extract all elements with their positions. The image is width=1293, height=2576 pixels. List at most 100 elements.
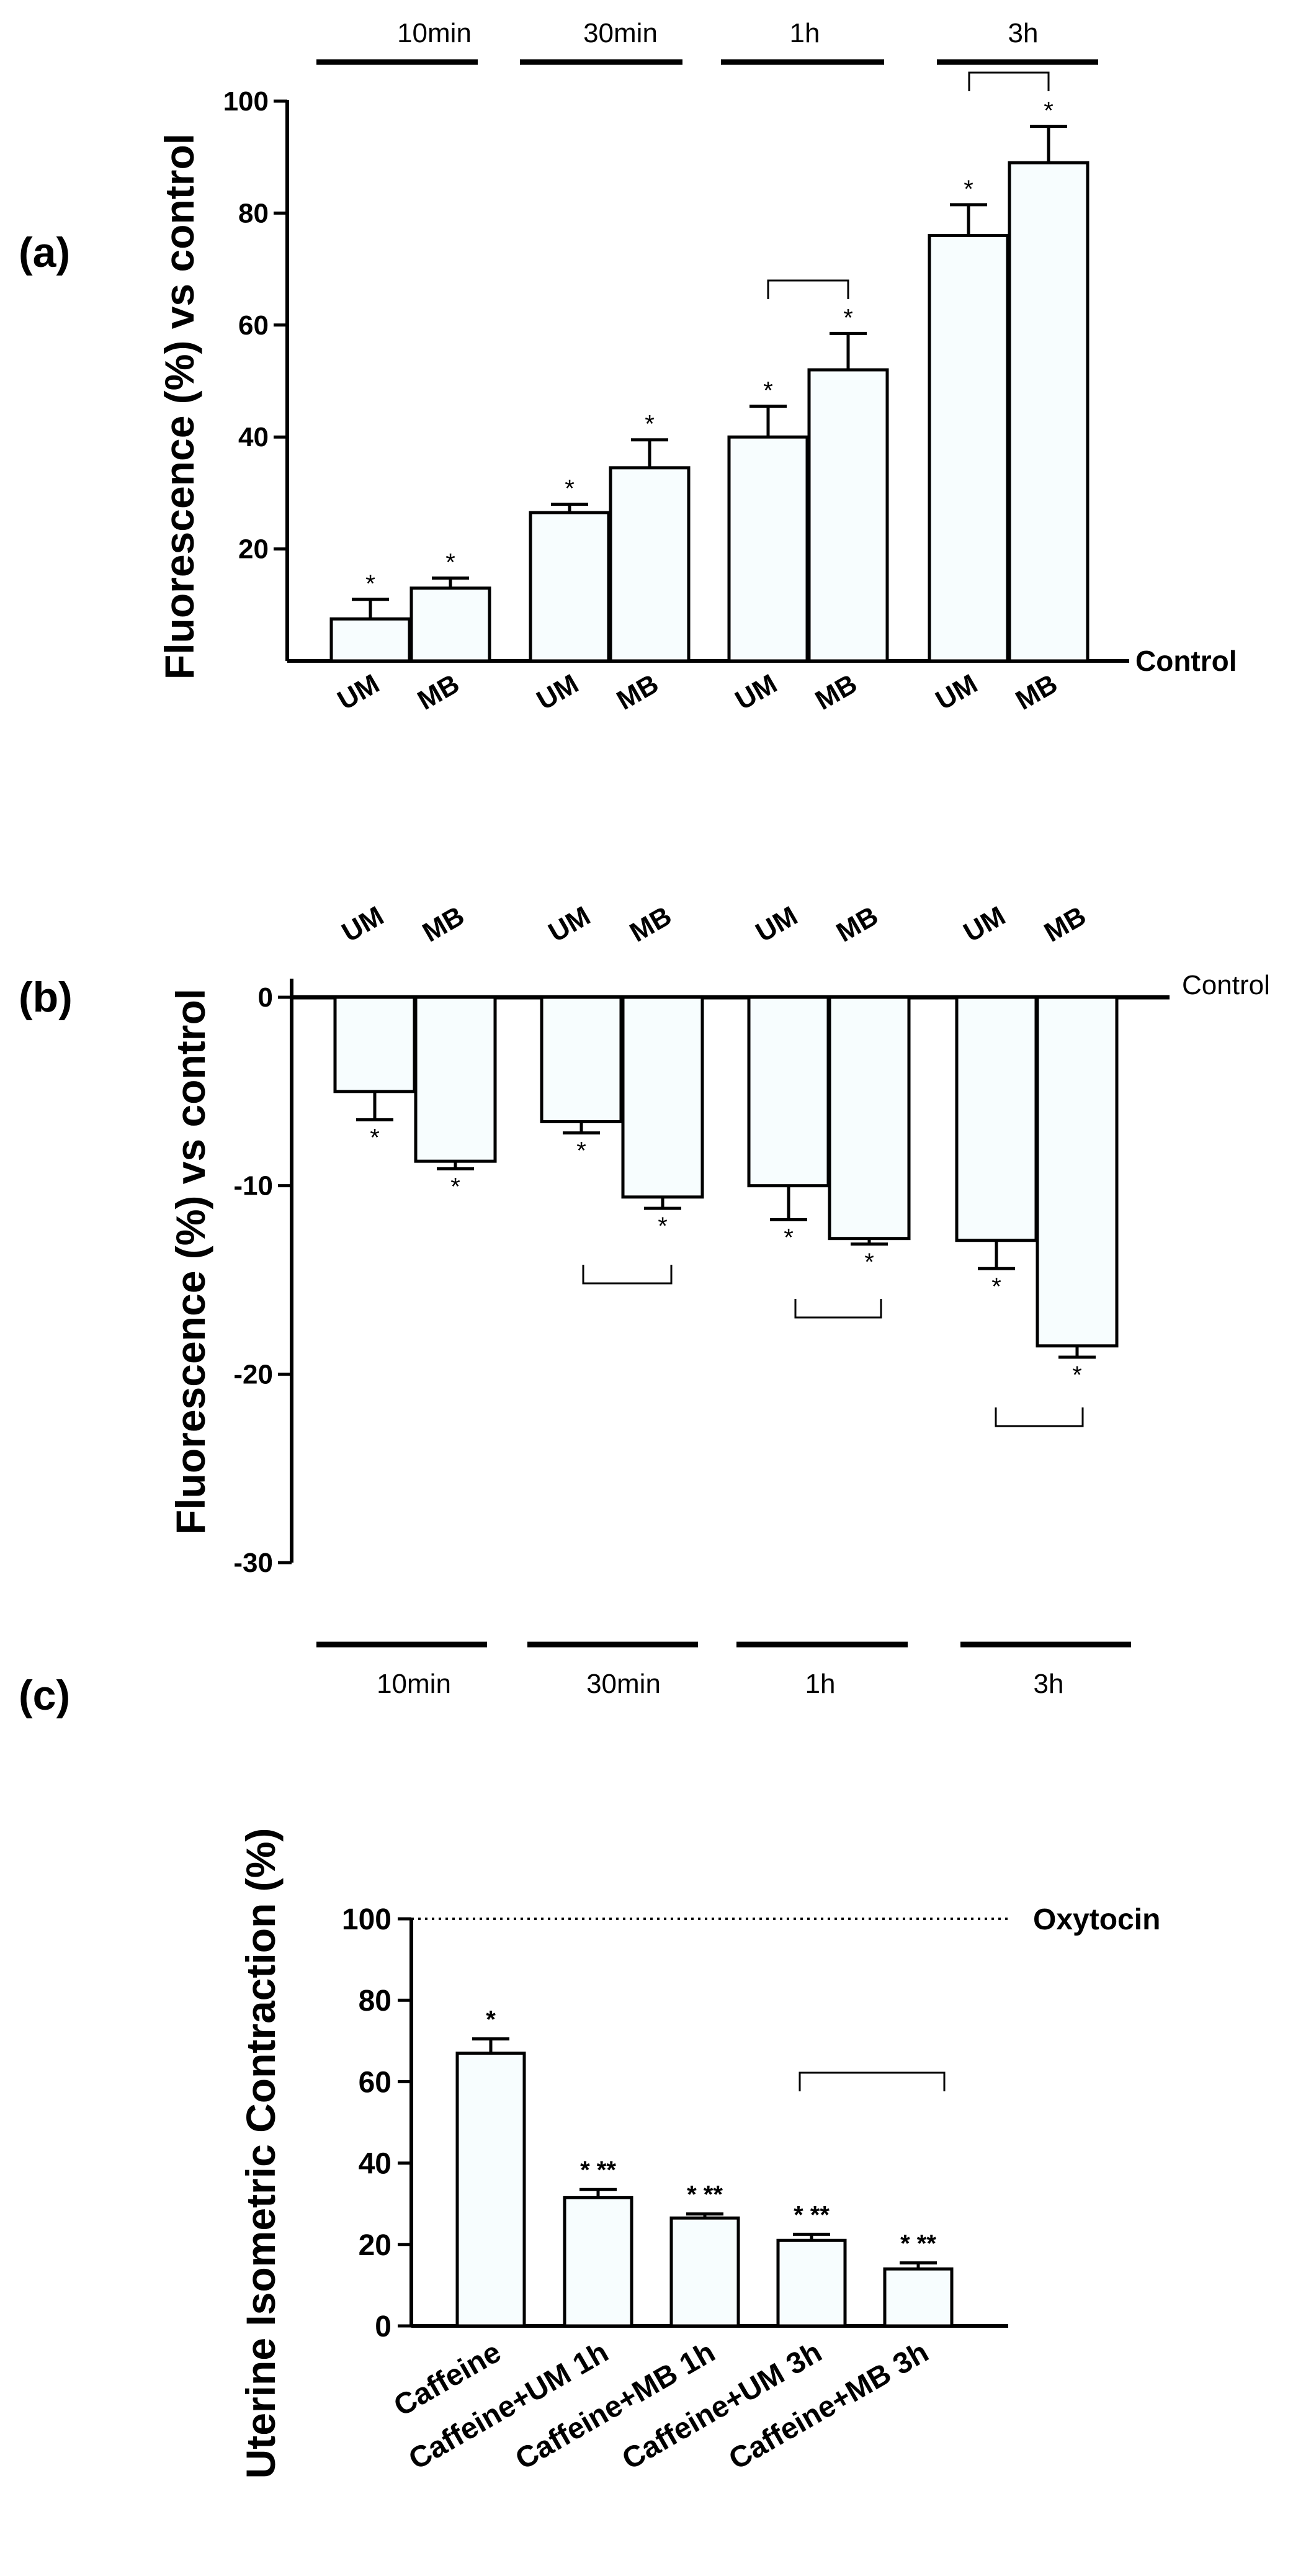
bar-b-1h-mb (828, 995, 911, 1241)
bar-a-1h-mb (807, 368, 889, 663)
panel-b-label: (b) (19, 974, 73, 1021)
sig-a-1h-mb: * (843, 304, 853, 331)
group-label-b-3h: 3h (1034, 1669, 1064, 1699)
x-label-b-3h-um: UM (959, 900, 1011, 948)
panel-a-y-tick-label: 100 (223, 86, 269, 117)
sig-a-1h-um: * (763, 377, 773, 405)
sig-b-3h-mb: * (1072, 1362, 1082, 1389)
panel-b-plot: 0 -10 -20 -30 Control * UM * MB * UM * MB * UM * MB * UM * M… (233, 900, 1269, 1699)
bar-a-10min-um (329, 617, 411, 663)
panel-c-y-tick-label: 40 (359, 2148, 391, 2181)
bar-a-30min-um (529, 511, 611, 663)
panel-c-y-tick-label: 80 (359, 1985, 391, 2017)
sig-b-10min-mb: * (450, 1173, 460, 1200)
panel-a-y-tick-label: 20 (238, 534, 269, 565)
sig-a-3h-um: * (964, 176, 973, 203)
panel-c-ylabel: Uterine Isometric Contraction (%) (238, 1828, 284, 2479)
panel-b-control-label: Control (1182, 970, 1270, 1000)
bar-b-3h-mb (1036, 995, 1119, 1348)
sig-b-10min-um: * (370, 1124, 380, 1151)
panel-c-y-tick-label: 20 (359, 2229, 391, 2262)
panel-b: (b) Fluorescence (%) vs control 0 -10 -20 -… (19, 900, 1270, 1699)
group-label-a-30min: 30min (583, 18, 658, 48)
bar-a-10min-mb (409, 586, 491, 663)
x-label-b-1h-um: UM (751, 900, 803, 948)
panel-b-ylabel: Fluorescence (%) vs control (168, 989, 213, 1535)
bracket-a-3h (968, 71, 1050, 91)
sig-a-30min-um: * (565, 475, 575, 502)
panel-c-label: (c) (19, 1672, 70, 1719)
sig-b-1h-um: * (784, 1224, 794, 1251)
bar-c-caffeine-um-3h (776, 2238, 847, 2328)
sig-c-caffeine: * (486, 2006, 496, 2034)
x-label-b-1h-mb: MB (831, 900, 884, 948)
sig-b-30min-um: * (576, 1138, 586, 1165)
sig-a-10min-mb: * (445, 549, 455, 577)
bracket-c-um3h-mb3h (799, 2071, 946, 2091)
bar-a-3h-um (928, 233, 1009, 663)
x-label-a-30min-um: UM (532, 668, 584, 716)
bar-a-3h-mb (1008, 161, 1089, 663)
bracket-b-3h (995, 1407, 1084, 1427)
sig-c-caffeine-mb-3h: * ** (900, 2230, 936, 2257)
sig-a-10min-um: * (365, 570, 375, 598)
panel-b-y-tick-label: -10 (233, 1171, 273, 1201)
sig-b-1h-mb: * (864, 1249, 874, 1276)
panel-b-y-tick-label: -30 (233, 1548, 273, 1578)
bar-b-10min-mb (414, 995, 497, 1163)
group-label-b-1h: 1h (805, 1669, 836, 1699)
x-label-c-caffeine-mb-3h: Caffeine+MB 3h (723, 2336, 934, 2477)
bar-c-caffeine-mb-3h (883, 2267, 954, 2328)
group-label-b-10min: 10min (377, 1669, 451, 1699)
sig-c-caffeine-um-1h: * ** (580, 2156, 616, 2184)
panel-c-y-tick-label: 100 (342, 1903, 391, 1936)
x-label-a-10min-um: UM (333, 668, 385, 716)
x-label-a-1h-mb: MB (810, 668, 862, 716)
panel-a-y-tick-label: 60 (238, 310, 269, 341)
x-label-a-3h-um: UM (931, 668, 983, 716)
bar-c-caffeine-mb-1h (669, 2216, 740, 2328)
panel-a-ylabel: Fluorescence (%) vs control (156, 133, 202, 680)
sig-b-30min-mb: * (658, 1213, 668, 1240)
x-label-a-30min-mb: MB (612, 668, 664, 716)
panel-a-y-tick-label: 40 (238, 422, 269, 452)
bar-c-caffeine (455, 2051, 526, 2328)
bar-b-1h-um (747, 995, 830, 1188)
x-label-a-3h-mb: MB (1011, 668, 1063, 716)
bar-b-30min-mb (621, 995, 704, 1199)
group-label-a-1h: 1h (790, 18, 820, 48)
x-label-b-10min-mb: MB (418, 900, 470, 948)
oxytocin-label: Oxytocin (1033, 1903, 1160, 1936)
bar-c-caffeine-um-1h (563, 2196, 633, 2328)
panel-a-control-label: Control (1135, 645, 1237, 677)
panel-a-plot: 20 40 60 80 100 Control * UM * MB * UM * MB * UM * MB * UM *… (223, 18, 1237, 716)
x-label-a-10min-mb: MB (413, 668, 465, 716)
sig-c-caffeine-um-3h: * ** (794, 2201, 830, 2228)
bar-b-10min-um (333, 995, 416, 1093)
panel-b-y-tick-label: 0 (258, 982, 273, 1013)
bar-b-3h-um (955, 995, 1038, 1242)
sig-a-30min-mb: * (645, 411, 655, 438)
sig-a-3h-mb: * (1044, 97, 1054, 125)
panel-c-y-tick-label: 60 (359, 2066, 391, 2099)
panel-b-y-tick-label: -20 (233, 1359, 273, 1389)
group-label-a-3h: 3h (1008, 18, 1039, 48)
bar-b-30min-um (540, 995, 623, 1123)
panel-a-label: (a) (19, 229, 70, 276)
bar-a-30min-mb (609, 466, 691, 663)
sig-b-3h-um: * (991, 1273, 1001, 1300)
panel-c: (c) Uterine Isometric Contraction (%) 0 2… (19, 1672, 1160, 2479)
bar-a-1h-um (727, 435, 809, 663)
x-label-b-10min-um: UM (337, 900, 389, 948)
panel-a: (a) Fluorescence (%) vs control 20 40 60 80… (19, 18, 1237, 716)
panel-a-y-tick-label: 80 (238, 198, 269, 228)
group-label-a-10min: 10min (397, 18, 472, 48)
sig-c-caffeine-mb-1h: * ** (687, 2181, 723, 2209)
x-label-a-1h-um: UM (730, 668, 782, 716)
x-label-b-30min-mb: MB (625, 900, 677, 948)
bracket-b-1h (794, 1299, 882, 1319)
bracket-b-30min (582, 1265, 673, 1285)
x-label-b-30min-um: UM (544, 900, 596, 948)
